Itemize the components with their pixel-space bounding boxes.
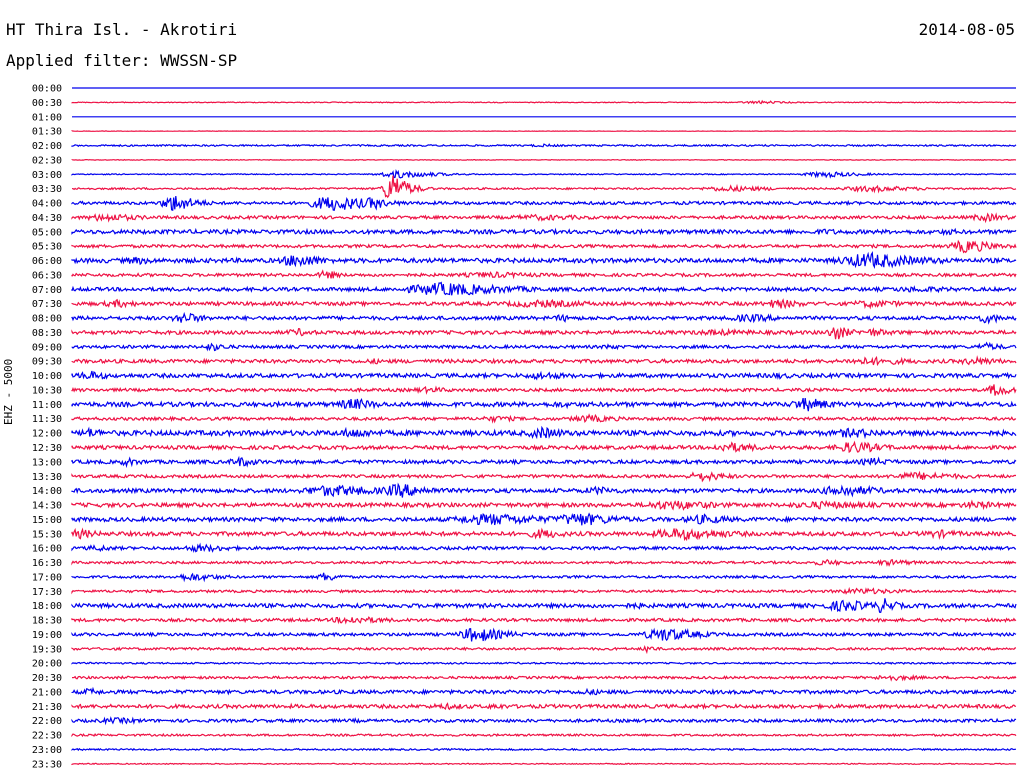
seismic-trace-2030 — [72, 674, 1017, 682]
time-row-label: 15:30 — [32, 529, 62, 540]
record-date: 2014-08-05 — [918, 20, 1015, 39]
seismic-trace-0800 — [71, 311, 1017, 325]
time-row-label: 18:30 — [32, 616, 62, 627]
seismic-trace-1700 — [71, 572, 1017, 583]
time-row-label: 16:00 — [32, 544, 62, 555]
time-row-label: 02:30 — [32, 155, 62, 166]
time-row-label: 08:00 — [32, 314, 62, 325]
seismic-trace-1200 — [71, 425, 1017, 440]
seismic-trace-2000 — [71, 661, 1017, 665]
seismic-trace-2330 — [71, 762, 1017, 766]
time-row-label: 07:30 — [32, 299, 62, 310]
seismic-trace-0430 — [71, 212, 1017, 224]
seismic-trace-1230 — [71, 440, 1017, 454]
time-row-label: 23:30 — [32, 759, 62, 770]
time-row-label: 18:00 — [32, 601, 62, 612]
seismic-trace-1100 — [71, 397, 1017, 412]
station-title: HT Thira Isl. - Akrotiri — [6, 20, 238, 39]
seismic-trace-1400 — [71, 482, 1017, 498]
seismic-trace-2130 — [71, 702, 1017, 711]
time-row-label: 16:30 — [32, 558, 62, 569]
time-row-label: 12:30 — [32, 443, 62, 454]
seismic-trace-0630 — [71, 269, 1017, 280]
seismic-trace-1130 — [71, 413, 1017, 424]
time-row-label: 02:00 — [32, 141, 62, 152]
seismic-trace-1830 — [71, 616, 1017, 625]
time-row-label: 14:00 — [32, 486, 62, 497]
seismic-trace-0030 — [71, 99, 1017, 105]
seismic-trace-1730 — [71, 586, 1017, 595]
time-row-label: 22:00 — [32, 716, 62, 727]
time-row-label: 11:30 — [32, 414, 62, 425]
seismic-trace-0530 — [71, 239, 1017, 254]
seismic-trace-1630 — [71, 558, 1017, 567]
time-row-label: 17:30 — [32, 587, 62, 598]
seismic-trace-2300 — [71, 747, 1017, 752]
seismic-trace-1500 — [71, 512, 1017, 526]
time-row-label: 19:00 — [32, 630, 62, 641]
time-row-label: 00:30 — [32, 98, 62, 109]
time-row-label: 19:30 — [32, 644, 62, 655]
seismic-trace-1430 — [71, 499, 1017, 511]
time-row-label: 04:30 — [32, 213, 62, 224]
time-row-label: 21:00 — [32, 687, 62, 698]
time-row-label: 15:00 — [32, 515, 62, 526]
time-row-label: 20:00 — [32, 659, 62, 670]
seismic-trace-1900 — [71, 627, 1017, 642]
time-row-label: 03:30 — [32, 184, 62, 195]
seismic-trace-1030 — [71, 384, 1017, 396]
seismic-trace-1800 — [71, 598, 1017, 613]
seismic-trace-0330 — [71, 175, 1017, 199]
seismic-trace-1000 — [71, 370, 1017, 381]
time-row-label: 12:00 — [32, 429, 62, 440]
time-row-label: 05:00 — [32, 227, 62, 238]
time-row-label: 20:30 — [32, 673, 62, 684]
time-row-label: 09:00 — [32, 342, 62, 353]
seismic-trace-0730 — [71, 298, 1017, 310]
seismic-trace-1600 — [71, 542, 1017, 553]
seismic-trace-2200 — [71, 716, 1017, 726]
seismic-trace-2230 — [71, 732, 1017, 738]
seismic-trace-1930 — [71, 645, 1017, 655]
time-row-label: 11:00 — [32, 400, 62, 411]
seismic-trace-0400 — [71, 196, 1017, 212]
time-row-label: 06:30 — [32, 270, 62, 281]
time-row-label: 06:00 — [32, 256, 62, 267]
time-row-label: 14:30 — [32, 501, 62, 512]
time-row-label: 10:00 — [32, 371, 62, 382]
seismic-trace-1330 — [71, 470, 1017, 483]
time-row-label: 04:00 — [32, 199, 62, 210]
seismic-trace-0230 — [71, 158, 1017, 161]
seismic-trace-2100 — [71, 686, 1017, 696]
time-row-label: 21:30 — [32, 702, 62, 713]
time-row-label: 10:30 — [32, 385, 62, 396]
time-row-label: 09:30 — [32, 357, 62, 368]
time-row-label: 05:30 — [32, 242, 62, 253]
seismic-trace-0930 — [71, 355, 1017, 367]
time-row-label: 08:30 — [32, 328, 62, 339]
time-row-label: 03:00 — [32, 170, 62, 181]
time-row-label: 13:00 — [32, 457, 62, 468]
seismic-trace-0200 — [71, 143, 1017, 148]
time-row-label: 22:30 — [32, 731, 62, 742]
seismic-trace-1300 — [71, 455, 1017, 469]
seismic-trace-0700 — [71, 281, 1017, 296]
time-row-label: 23:00 — [32, 745, 62, 756]
seismic-trace-0500 — [71, 227, 1017, 237]
seismic-trace-0900 — [71, 341, 1017, 352]
time-row-label: 07:00 — [32, 285, 62, 296]
applied-filter-label: Applied filter: WWSSN-SP — [6, 51, 238, 70]
time-row-label: 17:00 — [32, 572, 62, 583]
time-row-label: 01:30 — [32, 127, 62, 138]
time-row-label: 00:00 — [32, 84, 62, 95]
time-row-label: 01:00 — [32, 112, 62, 123]
seismic-trace-1530 — [71, 527, 1017, 542]
seismic-trace-0600 — [71, 250, 1017, 269]
seismic-trace-0300 — [71, 169, 1017, 179]
seismic-trace-0830 — [71, 326, 1017, 340]
time-row-label: 13:30 — [32, 472, 62, 483]
